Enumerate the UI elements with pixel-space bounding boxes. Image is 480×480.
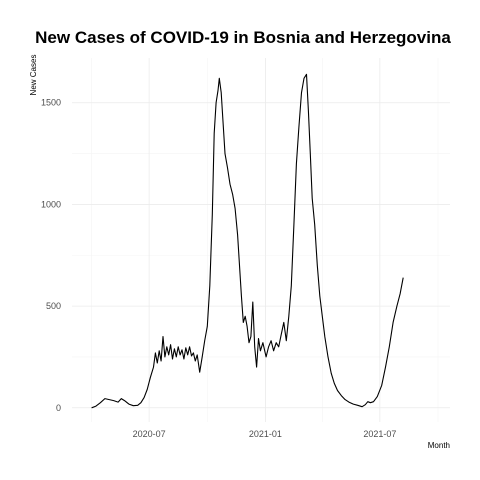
y-tick-label: 1000 [41,199,61,209]
series-line-new-cases [91,73,404,409]
y-tick-label: 1500 [41,98,61,108]
x-tick-label: 2021-01 [249,429,282,439]
x-tick-label: 2020-07 [133,429,166,439]
x-tick-label: 2021-07 [363,429,396,439]
y-axis-label: New Cases [29,55,38,96]
y-tick-label: 0 [56,403,61,413]
y-tick-labels: 0 500 1000 1500 [41,98,61,413]
x-axis-label: Month [428,441,450,450]
series-group [91,73,404,409]
x-tick-labels: 2020-07 2021-01 2021-07 [133,429,397,439]
grid [72,58,450,422]
chart-title: New Cases of COVID-19 in Bosnia and Herz… [35,28,451,47]
y-tick-label: 500 [46,301,61,311]
